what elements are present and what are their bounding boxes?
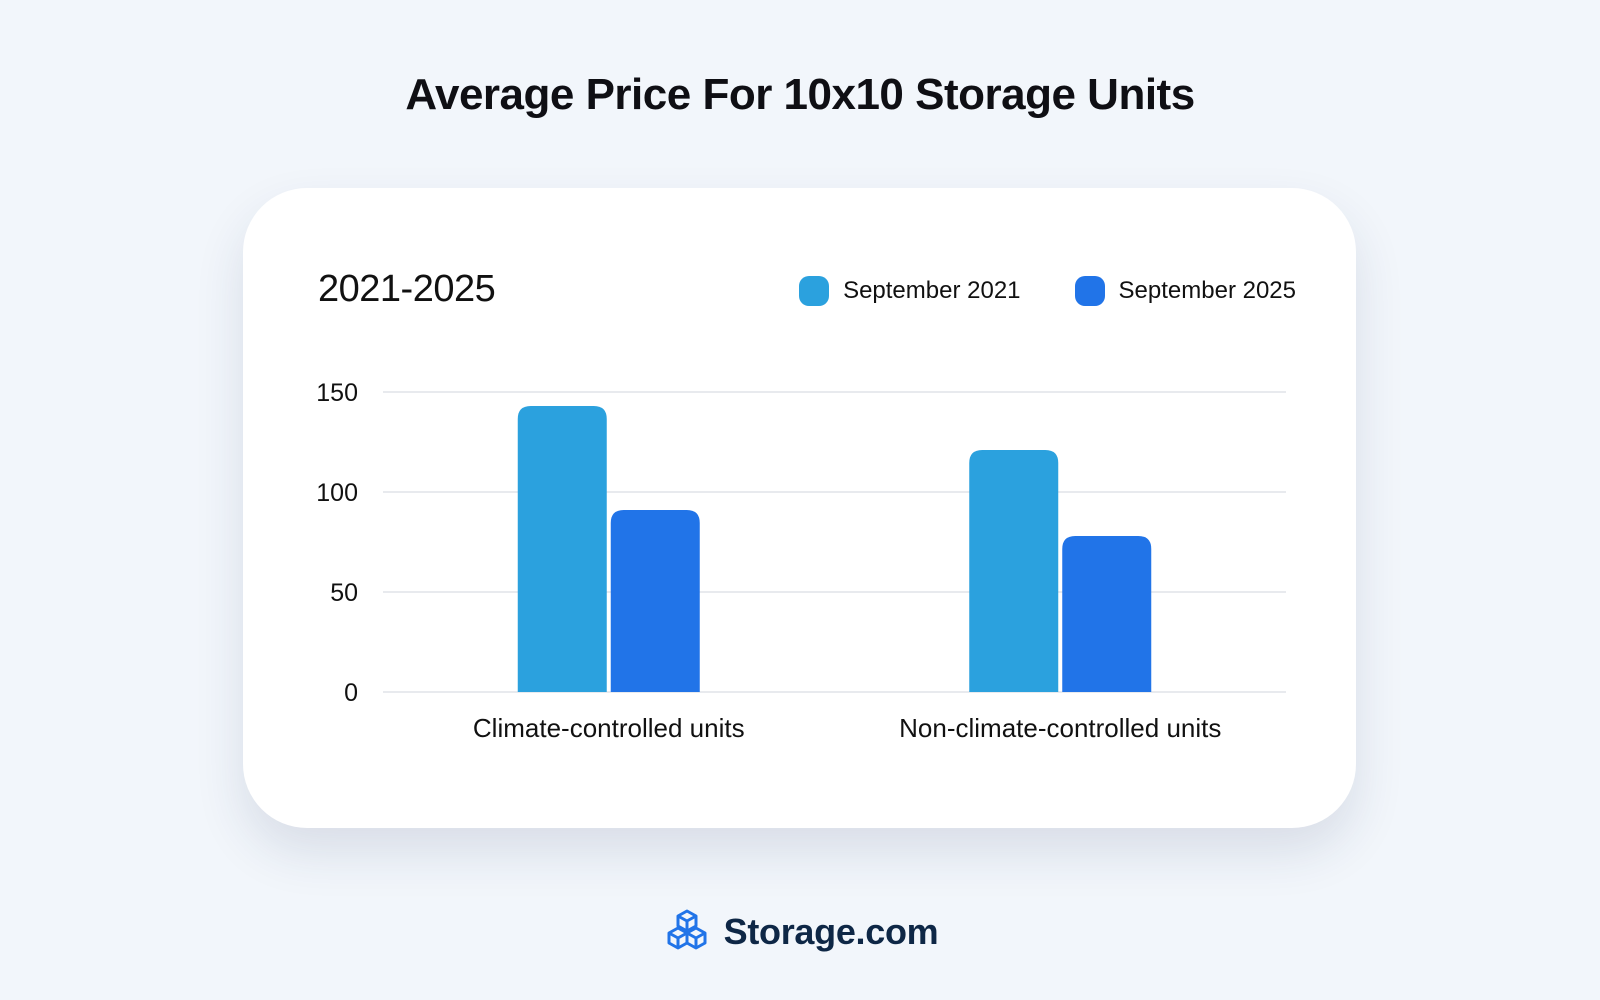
legend-label-september-2025: September 2025: [1118, 277, 1296, 304]
x-category-label-2: Non-climate-controlled units: [899, 713, 1221, 743]
chart-legend: September 2021 September 2025: [799, 276, 1296, 306]
y-tick-label-50: 50: [330, 579, 358, 607]
bar-chart: 0 50 100 150 Climate-controlled units Non-cli…: [316, 379, 1286, 743]
y-tick-label-0: 0: [344, 679, 358, 707]
y-tick-label-150: 150: [316, 379, 358, 407]
legend-label-september-2021: September 2021: [843, 277, 1021, 304]
legend-item-september-2021: September 2021: [799, 276, 1021, 306]
x-category-label-1: Climate-controlled units: [473, 713, 745, 743]
chart-card: 2021-2025 September 2021 September 2025 …: [243, 188, 1356, 828]
page-title: Average Price For 10x10 Storage Units: [405, 70, 1195, 119]
chart-subtitle: 2021-2025: [318, 268, 496, 310]
legend-swatch-september-2025: [1074, 276, 1105, 306]
bar-2-series-2: [1062, 536, 1152, 692]
brand-name: Storage.com: [723, 911, 939, 952]
bar-2-series-1: [969, 450, 1059, 692]
bar-1-series-1: [517, 406, 607, 692]
cubes-icon: [667, 909, 707, 950]
legend-swatch-september-2021: [799, 276, 830, 306]
legend-item-september-2025: September 2025: [1074, 276, 1296, 306]
y-tick-label-100: 100: [316, 479, 358, 507]
bar-1-series-2: [610, 510, 700, 692]
brand-footer: Storage.com: [0, 908, 1600, 956]
